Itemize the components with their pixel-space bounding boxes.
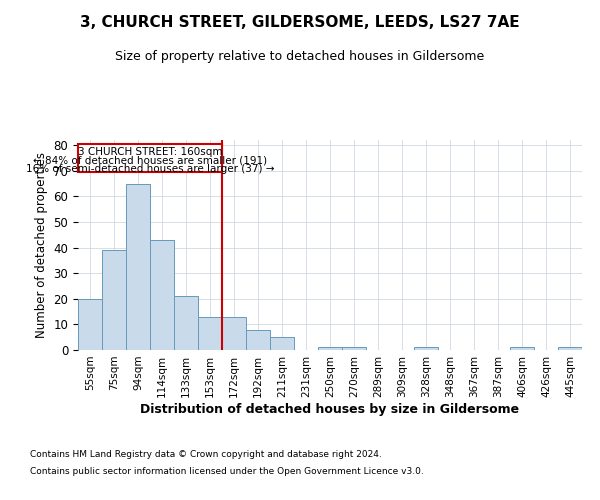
Bar — [318, 348, 342, 350]
Bar — [270, 337, 294, 350]
Text: Contains HM Land Registry data © Crown copyright and database right 2024.: Contains HM Land Registry data © Crown c… — [30, 450, 382, 459]
Bar — [126, 184, 150, 350]
Bar — [198, 316, 222, 350]
Text: ← 84% of detached houses are smaller (191): ← 84% of detached houses are smaller (19… — [33, 156, 267, 166]
Text: 3, CHURCH STREET, GILDERSOME, LEEDS, LS27 7AE: 3, CHURCH STREET, GILDERSOME, LEEDS, LS2… — [80, 15, 520, 30]
Text: Contains public sector information licensed under the Open Government Licence v3: Contains public sector information licen… — [30, 468, 424, 476]
Bar — [150, 240, 174, 350]
Bar — [558, 348, 582, 350]
Bar — [246, 330, 270, 350]
Bar — [510, 348, 534, 350]
Text: 16% of semi-detached houses are larger (37) →: 16% of semi-detached houses are larger (… — [26, 164, 274, 173]
Y-axis label: Number of detached properties: Number of detached properties — [35, 152, 48, 338]
Text: 3 CHURCH STREET: 160sqm: 3 CHURCH STREET: 160sqm — [78, 147, 222, 157]
Bar — [102, 250, 126, 350]
Bar — [414, 348, 438, 350]
Bar — [78, 299, 102, 350]
Text: Size of property relative to detached houses in Gildersome: Size of property relative to detached ho… — [115, 50, 485, 63]
Bar — [342, 348, 366, 350]
Bar — [222, 316, 246, 350]
Bar — [174, 296, 198, 350]
FancyBboxPatch shape — [78, 144, 222, 172]
Text: Distribution of detached houses by size in Gildersome: Distribution of detached houses by size … — [140, 402, 520, 415]
